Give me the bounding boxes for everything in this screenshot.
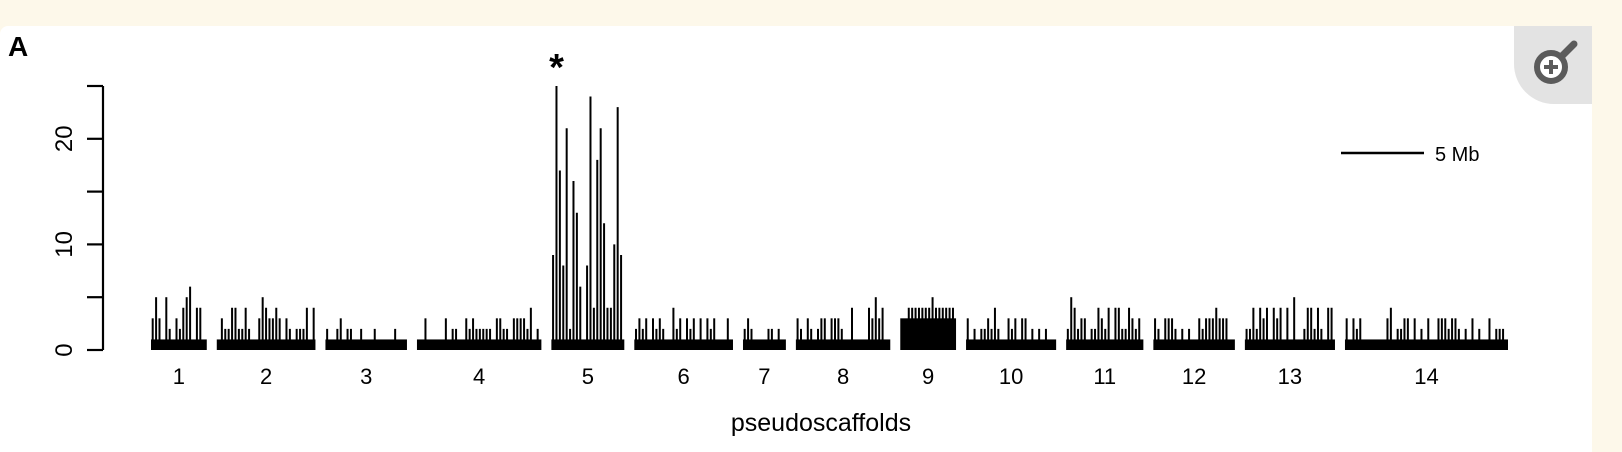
scaffold-9 — [900, 297, 957, 350]
x-tick-label: 7 — [758, 364, 770, 389]
scaffold-1 — [151, 286, 207, 350]
scale-bar-label: 5 Mb — [1435, 144, 1479, 166]
x-tick-label: 9 — [922, 364, 934, 389]
scaffold-baseline-bar — [742, 339, 786, 350]
scaffold-12 — [1153, 307, 1235, 350]
panel-label: A — [8, 31, 28, 62]
x-tick-label: 3 — [360, 364, 372, 389]
scaffold-7 — [742, 318, 786, 350]
scaffold-baseline-bar — [1344, 339, 1508, 350]
x-tick-label: 13 — [1278, 364, 1302, 389]
x-tick-label: 10 — [999, 364, 1023, 389]
zoom-in-icon — [1534, 40, 1578, 84]
scaffold-14 — [1344, 307, 1508, 350]
scaffold-baseline-bar — [325, 339, 407, 350]
plot-area — [151, 86, 1508, 350]
scaffold-baseline-bar — [151, 339, 207, 350]
scaffold-baseline-bar — [1153, 339, 1235, 350]
x-tick-label: 8 — [837, 364, 849, 389]
figure-panel — [0, 26, 1592, 452]
x-tick-label: 4 — [473, 364, 485, 389]
scaffold-11 — [1066, 297, 1144, 350]
x-axis-label: pseudoscaffolds — [731, 409, 911, 437]
scaffold-10 — [966, 307, 1057, 350]
y-axis: 0 10 20 — [51, 84, 105, 357]
x-tick-label: 1 — [173, 364, 185, 389]
scaffold-4 — [416, 307, 542, 350]
x-tick-label: 12 — [1182, 364, 1206, 389]
x-tick-labels: 1 2 3 4 5 6 7 8 9 10 11 12 13 14 — [173, 364, 1439, 389]
scaffold-baseline-bar — [1244, 339, 1335, 350]
x-tick-label: 6 — [678, 364, 690, 389]
x-tick-label: 11 — [1093, 364, 1116, 389]
y-tick-label: 0 — [51, 343, 78, 356]
x-tick-label: 14 — [1414, 364, 1438, 389]
scaffold-baseline-bar — [795, 339, 891, 350]
peak-annotation: * — [549, 47, 564, 89]
scaffold-6 — [634, 307, 733, 350]
x-tick-label: 2 — [260, 364, 272, 389]
scaffold-13 — [1244, 297, 1335, 350]
scaffold-3 — [325, 318, 407, 350]
y-tick-label: 10 — [51, 231, 78, 258]
scaffold-baseline-bar — [634, 339, 733, 350]
scaffold-2 — [216, 297, 316, 350]
zoom-button[interactable] — [1514, 26, 1592, 104]
scaffold-8 — [795, 297, 891, 350]
y-tick-label: 20 — [51, 125, 78, 152]
x-tick-label: 5 — [582, 364, 594, 389]
scaffold-5 — [551, 86, 625, 350]
